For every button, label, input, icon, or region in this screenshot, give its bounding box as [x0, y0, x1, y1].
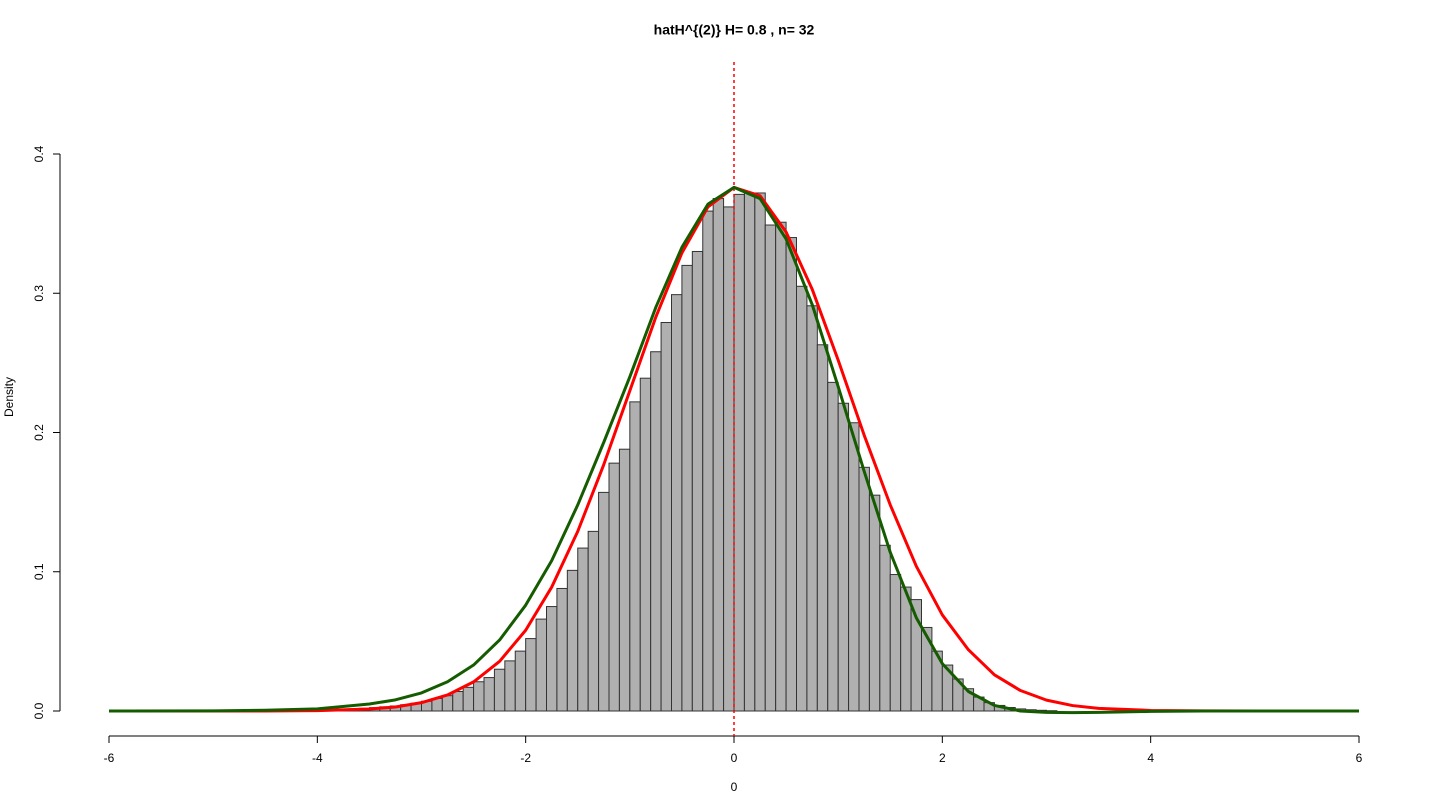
bar [702, 210, 714, 712]
bar [691, 250, 704, 712]
bar [733, 193, 745, 712]
bar [671, 294, 683, 712]
bar [743, 192, 756, 712]
y-tick-label: 0.0 [32, 702, 46, 719]
bar [764, 224, 777, 712]
bar [577, 547, 589, 712]
bar [608, 462, 620, 712]
bar [618, 448, 631, 712]
bar [441, 695, 454, 712]
bar [900, 586, 912, 712]
bar [452, 691, 464, 712]
x-tick-label: 2 [939, 751, 946, 765]
x-tick-label: -2 [520, 751, 531, 765]
bar [879, 544, 891, 712]
x-axis-label: 0 [731, 780, 738, 794]
x-tick-label: 4 [1147, 751, 1154, 765]
y-tick-label: 0.3 [32, 285, 46, 302]
bar [546, 606, 558, 712]
bar [493, 668, 506, 712]
bar [462, 686, 475, 712]
bar [681, 264, 693, 712]
bar [483, 677, 495, 712]
bar [587, 530, 600, 712]
bar [796, 285, 808, 712]
bar [525, 638, 537, 712]
bar [723, 206, 735, 712]
bar [816, 344, 829, 712]
bar [535, 618, 547, 712]
bar [598, 491, 610, 712]
y-axis-label: Density [2, 377, 16, 417]
bar [868, 494, 881, 712]
y-tick-label: 0.4 [32, 145, 46, 162]
density-curve [108, 185, 1359, 715]
bar [504, 660, 516, 712]
bar [858, 466, 870, 712]
bar [514, 650, 527, 712]
bar [639, 377, 652, 712]
bar [712, 198, 725, 712]
bar [848, 422, 860, 712]
bar [775, 221, 787, 712]
y-tick-label: 0.1 [32, 563, 46, 580]
bar [827, 381, 839, 712]
x-tick-label: -6 [104, 751, 115, 765]
bar [806, 305, 818, 712]
bar [837, 402, 850, 712]
bar [566, 569, 579, 712]
chart-title: hatH^{(2)} H= 0.8 , n= 32 [654, 22, 815, 38]
bar [660, 321, 672, 712]
x-tick-label: 0 [731, 751, 738, 765]
bar [785, 237, 797, 712]
bar [556, 587, 568, 712]
bar [650, 351, 662, 712]
y-tick-label: 0.2 [32, 424, 46, 441]
bar [754, 192, 766, 712]
x-tick-label: 6 [1356, 751, 1363, 765]
bar [473, 681, 485, 712]
bar [889, 574, 902, 712]
plot-area: 0.0 0.1 0.2 0.3 0.4 -6 -4 -2 0 2 4 6 [32, 62, 1363, 765]
bar [629, 401, 641, 712]
x-tick-label: -4 [312, 751, 323, 765]
